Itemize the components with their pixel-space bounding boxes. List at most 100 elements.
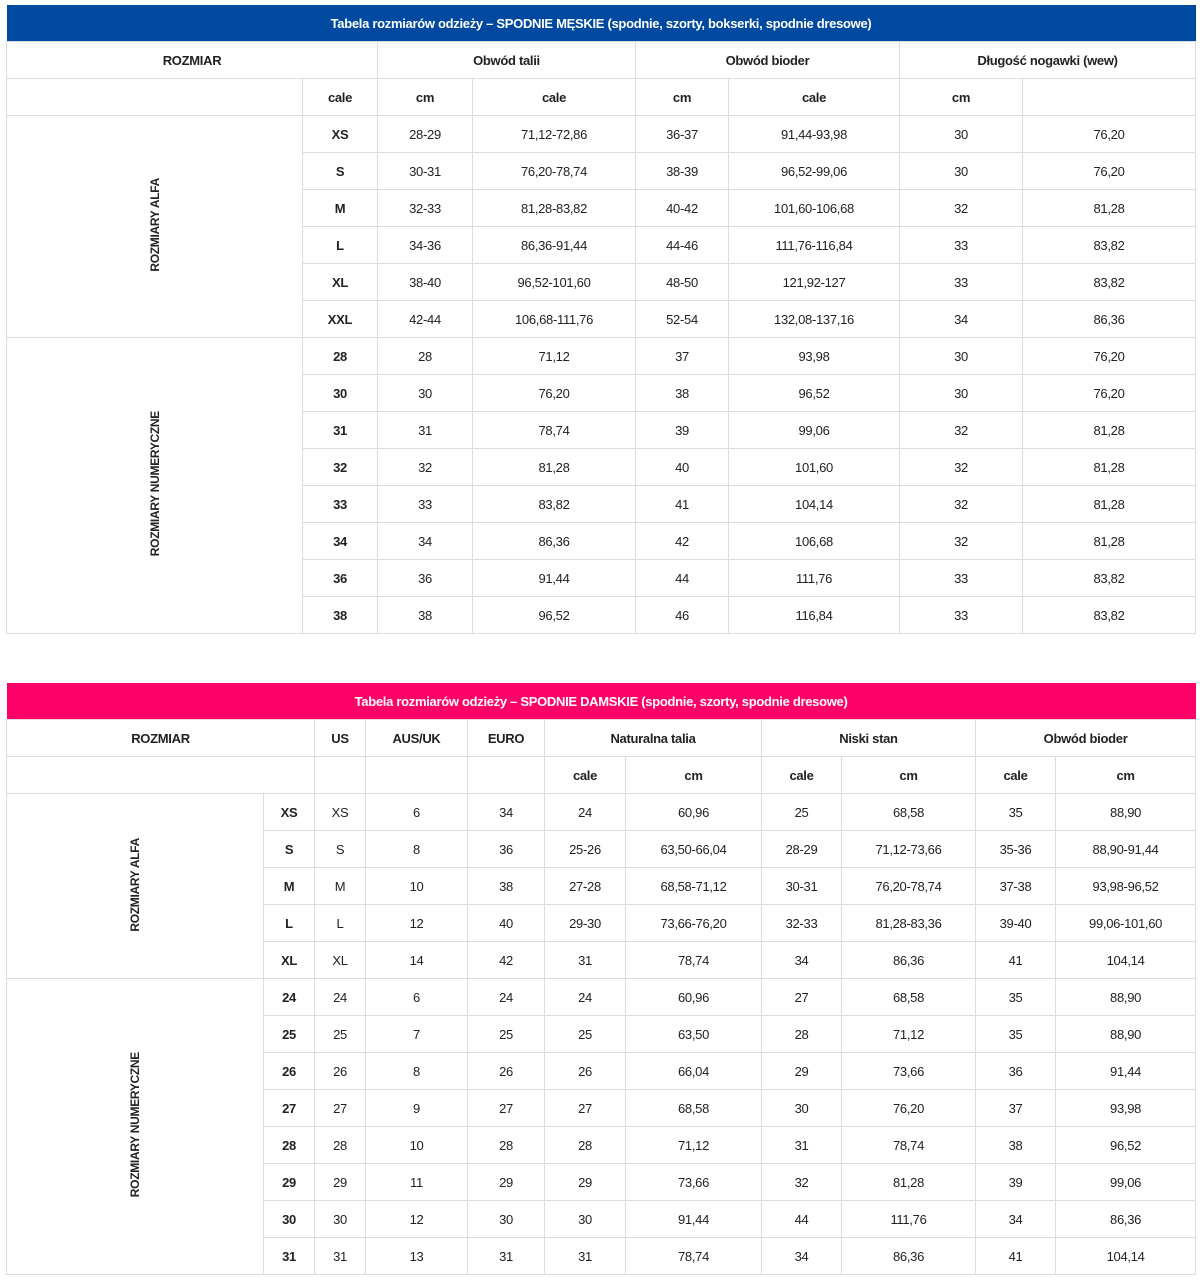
value-cell: 33 (899, 226, 1023, 264)
value-cell: 32 (899, 189, 1023, 227)
value-cell: 32-33 (377, 189, 473, 227)
value-cell: 68,58-71,12 (625, 867, 762, 905)
value-cell: 76,20 (1021, 152, 1197, 190)
size-cell: XS (263, 793, 315, 831)
value-cell: 76,20 (472, 374, 636, 412)
value-cell: 91,44 (625, 1200, 762, 1238)
value-cell: 13 (365, 1237, 468, 1275)
size-cell: 28 (263, 1126, 315, 1164)
value-cell: 52-54 (635, 300, 729, 338)
value-cell: 31 (544, 1237, 626, 1275)
value-cell: 11 (365, 1163, 468, 1201)
value-cell: 104,14 (1054, 1237, 1197, 1275)
header-leg-length: Długość nogawki (wew) (898, 41, 1197, 79)
value-cell: 99,06 (728, 411, 900, 449)
value-cell: 9 (365, 1089, 468, 1127)
size-cell: XXL (302, 300, 378, 338)
group-label: ROZMIARY ALFA (6, 115, 303, 338)
value-cell: 37 (975, 1089, 1056, 1127)
value-cell: 8 (365, 830, 468, 868)
value-cell: 76,20 (1021, 337, 1197, 375)
group-label-text: ROZMIARY ALFA (147, 178, 162, 272)
table-row: M 32-33 81,28-83,82 40-42 101,60-106,68 32 81,… (7, 189, 1197, 227)
value-cell: 32-33 (761, 904, 842, 942)
table-row: L 34-36 86,36-91,44 44-46 111,76-116,84 33 83,… (7, 226, 1197, 264)
header-hips: Obwód bioder (974, 719, 1197, 757)
value-cell: 24 (544, 978, 626, 1016)
value-cell: 30 (377, 374, 473, 412)
value-cell: 34 (761, 1237, 842, 1275)
value-cell: 78,74 (625, 1237, 762, 1275)
header-hips: Obwód bioder (635, 41, 900, 79)
subheader-cell: cm (377, 78, 473, 116)
value-cell: 86,36 (1021, 300, 1197, 338)
value-cell: 40-42 (635, 189, 729, 227)
value-cell: 30 (899, 374, 1023, 412)
value-cell: 25-26 (544, 830, 626, 868)
value-cell: 66,04 (625, 1052, 762, 1090)
value-cell: 26 (467, 1052, 545, 1090)
value-cell: 99,06-101,60 (1054, 904, 1197, 942)
subheader-cell (365, 756, 468, 794)
value-cell: 104,14 (728, 485, 900, 523)
value-cell: 76,20-78,74 (841, 867, 976, 905)
header-aus-uk: AUS/UK (365, 719, 468, 757)
value-cell: 96,52-101,60 (472, 263, 636, 301)
value-cell: 28 (467, 1126, 545, 1164)
table-row: S 30-31 76,20-78,74 38-39 96,52-99,06 30 76,20 (7, 152, 1197, 190)
value-cell: 28-29 (377, 115, 473, 153)
value-cell: 33 (899, 559, 1023, 597)
value-cell: 91,44-93,98 (728, 115, 900, 153)
value-cell: 27 (467, 1089, 545, 1127)
value-cell: 34 (377, 522, 473, 560)
value-cell: 29 (761, 1052, 842, 1090)
value-cell: 40 (635, 448, 729, 486)
value-cell: 60,96 (625, 793, 762, 831)
value-cell: 34 (467, 793, 545, 831)
value-cell: 29 (544, 1163, 626, 1201)
value-cell: 96,52 (728, 374, 900, 412)
value-cell: 39 (975, 1163, 1056, 1201)
value-cell: 71,12 (841, 1015, 976, 1053)
size-cell: 25 (263, 1015, 315, 1053)
size-cell: 33 (302, 485, 378, 523)
value-cell: 33 (899, 263, 1023, 301)
value-cell: 38-40 (377, 263, 473, 301)
value-cell: 81,28 (1021, 485, 1197, 523)
value-cell: 10 (365, 867, 468, 905)
value-cell: 27 (761, 978, 842, 1016)
table-row: ROZMIARY NUMERYCZNE 28 28 71,12 37 93,98 30 76,… (6, 337, 1197, 634)
value-cell: 71,12-72,86 (472, 115, 636, 153)
table-row: 31 31 13 31 31 78,74 34 86,36 41 104,14 (7, 1237, 1197, 1275)
table-row: M M 10 38 27-28 68,58-71,12 30-31 76,20-78,74 37… (7, 867, 1197, 905)
value-cell: 37 (635, 337, 729, 375)
value-cell: 83,82 (1021, 596, 1197, 634)
size-cell: 24 (263, 978, 315, 1016)
value-cell: 33 (377, 485, 473, 523)
women-size-table: Tabela rozmiarów odzieży – SPODNIE DAMSK… (6, 683, 1197, 1275)
value-cell: 78,74 (472, 411, 636, 449)
header-us: US (314, 719, 366, 757)
subheader-cell: cale (975, 756, 1056, 794)
value-cell: 73,66-76,20 (625, 904, 762, 942)
value-cell: 30-31 (761, 867, 842, 905)
value-cell: 32 (899, 411, 1023, 449)
value-cell: 116,84 (728, 596, 900, 634)
value-cell: 36 (377, 559, 473, 597)
group-label-text: ROZMIARY NUMERYCZNE (128, 1052, 142, 1198)
value-cell: 42 (635, 522, 729, 560)
group-label: ROZMIARY ALFA (6, 793, 264, 979)
subheader-cell (6, 78, 303, 116)
value-cell: 81,28 (841, 1163, 976, 1201)
subheader-cell (467, 756, 545, 794)
value-cell: 10 (365, 1126, 468, 1164)
value-cell: 42-44 (377, 300, 473, 338)
value-cell: 111,76-116,84 (728, 226, 900, 264)
value-cell: 76,20-78,74 (472, 152, 636, 190)
subheader-cell (6, 756, 315, 794)
value-cell: 24 (467, 978, 545, 1016)
value-cell: 83,82 (472, 485, 636, 523)
value-cell: 68,58 (841, 978, 976, 1016)
header-natural-waist: Naturalna talia (544, 719, 762, 757)
table-row: 33 33 83,82 41 104,14 32 81,28 (7, 485, 1197, 523)
